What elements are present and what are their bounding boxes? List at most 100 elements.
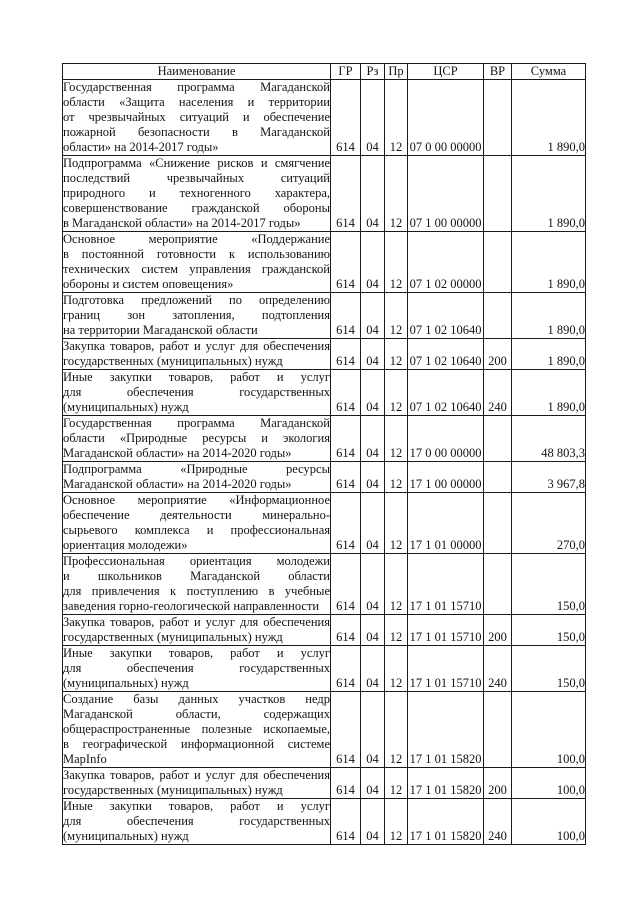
- cell-csr: 07 0 00 00000: [407, 79, 484, 156]
- cell-rz: 04: [360, 338, 385, 370]
- cell-vr: 200: [483, 338, 512, 370]
- cell-csr: 17 1 01 15710: [407, 553, 484, 615]
- cell-csr: 07 1 02 10640: [407, 338, 484, 370]
- cell-gr: 614: [330, 415, 361, 462]
- name-line: сырьевого комплекса и профессиональная: [63, 523, 330, 537]
- cell-sum: 1 890,0: [511, 79, 586, 156]
- name-line: пожарной безопасности в Магаданской: [63, 125, 330, 139]
- name-line: технических систем управления гражданско…: [63, 262, 330, 276]
- cell-pr: 12: [384, 231, 408, 293]
- cell-name: Государственная программа Магаданской обл…: [62, 79, 331, 156]
- cell-pr: 12: [384, 614, 408, 646]
- cell-csr: 07 1 02 00000: [407, 231, 484, 293]
- name-line: государственных (муниципальных) нужд: [63, 354, 283, 368]
- name-line: области» на 2014-2017 годы»: [63, 140, 219, 154]
- name-line: в постоянной готовности к использованию: [63, 247, 330, 261]
- cell-pr: 12: [384, 155, 408, 232]
- cell-vr: [483, 691, 512, 768]
- name-line: Иные закупки товаров, работ и услуг: [63, 799, 330, 814]
- name-line: для обеспечения государственных: [63, 661, 330, 675]
- table-row: Закупка товаров, работ и услуг для обесп…: [62, 767, 586, 799]
- cell-gr: 614: [330, 155, 361, 232]
- cell-vr: 200: [483, 614, 512, 646]
- name-line: Иные закупки товаров, работ и услуг: [63, 370, 330, 385]
- cell-name: Подпрограмма «Природные ресурсы Магаданск…: [62, 461, 331, 493]
- cell-pr: 12: [384, 461, 408, 493]
- cell-vr: [483, 292, 512, 339]
- cell-sum: 100,0: [511, 798, 586, 845]
- name-line: Профессиональная ориентация молодежи: [63, 554, 330, 569]
- cell-vr: 240: [483, 645, 512, 692]
- cell-pr: 12: [384, 798, 408, 845]
- cell-sum: 1 890,0: [511, 231, 586, 293]
- cell-sum: 100,0: [511, 691, 586, 768]
- cell-vr: 240: [483, 798, 512, 845]
- name-line: Подпрограмма «Природные ресурсы: [63, 462, 330, 477]
- cell-gr: 614: [330, 553, 361, 615]
- table-row: Закупка товаров, работ и услуг для обесп…: [62, 338, 586, 370]
- name-line: государственных (муниципальных) нужд: [63, 783, 283, 797]
- name-line: области «Защита населения и территории: [63, 95, 330, 109]
- cell-csr: 07 1 02 10640: [407, 369, 484, 416]
- cell-rz: 04: [360, 691, 385, 768]
- cell-name: Закупка товаров, работ и услуг для обесп…: [62, 767, 331, 799]
- cell-rz: 04: [360, 767, 385, 799]
- name-line: Закупка товаров, работ и услуг для обесп…: [63, 768, 330, 783]
- cell-name: Закупка товаров, работ и услуг для обесп…: [62, 614, 331, 646]
- name-line: Иные закупки товаров, работ и услуг: [63, 646, 330, 661]
- cell-sum: 1 890,0: [511, 369, 586, 416]
- cell-rz: 04: [360, 553, 385, 615]
- cell-csr: 17 1 01 15820: [407, 691, 484, 768]
- cell-gr: 614: [330, 691, 361, 768]
- cell-rz: 04: [360, 461, 385, 493]
- cell-csr: 17 1 01 00000: [407, 492, 484, 554]
- cell-sum: 48 803,3: [511, 415, 586, 462]
- cell-gr: 614: [330, 645, 361, 692]
- name-line: заведения горно-геологической направленн…: [63, 599, 320, 613]
- name-line: Магаданской области, содержащих: [63, 707, 330, 721]
- name-line: на территории Магаданской области: [63, 323, 258, 337]
- header-gr: ГР: [330, 63, 361, 80]
- table-body: Государственная программа Магаданской обл…: [62, 79, 586, 845]
- cell-sum: 100,0: [511, 767, 586, 799]
- cell-csr: 17 1 00 00000: [407, 461, 484, 493]
- cell-gr: 614: [330, 338, 361, 370]
- name-line: совершенствование гражданской обороны: [63, 201, 330, 215]
- cell-sum: 150,0: [511, 645, 586, 692]
- cell-pr: 12: [384, 492, 408, 554]
- table-row: Профессиональная ориентация молодежи и шк…: [62, 553, 586, 615]
- cell-name: Создание базы данных участков недр Магада…: [62, 691, 331, 768]
- header-rz: Рз: [360, 63, 385, 80]
- cell-sum: 1 890,0: [511, 292, 586, 339]
- table-row: Государственная программа Магаданской обл…: [62, 415, 586, 462]
- cell-vr: 200: [483, 767, 512, 799]
- name-line: Основное мероприятие «Поддержание: [63, 232, 330, 247]
- cell-rz: 04: [360, 231, 385, 293]
- cell-vr: 240: [483, 369, 512, 416]
- name-line: (муниципальных) нужд: [63, 676, 189, 690]
- cell-gr: 614: [330, 461, 361, 493]
- table-row: Основное мероприятие «Информационное обес…: [62, 492, 586, 554]
- cell-gr: 614: [330, 79, 361, 156]
- cell-rz: 04: [360, 645, 385, 692]
- cell-pr: 12: [384, 645, 408, 692]
- cell-sum: 270,0: [511, 492, 586, 554]
- name-line: для обеспечения государственных: [63, 814, 330, 828]
- cell-name: Подготовка предложений по определению гра…: [62, 292, 331, 339]
- cell-rz: 04: [360, 798, 385, 845]
- cell-sum: 1 890,0: [511, 338, 586, 370]
- name-line: государственных (муниципальных) нужд: [63, 630, 283, 644]
- name-line: (муниципальных) нужд: [63, 829, 189, 843]
- cell-pr: 12: [384, 338, 408, 370]
- cell-name: Закупка товаров, работ и услуг для обесп…: [62, 338, 331, 370]
- cell-vr: [483, 155, 512, 232]
- table-row: Основное мероприятие «Поддержание в посто…: [62, 231, 586, 293]
- table-row: Государственная программа Магаданской обл…: [62, 79, 586, 156]
- table-row: Закупка товаров, работ и услуг для обесп…: [62, 614, 586, 646]
- table-row: Иные закупки товаров, работ и услуг для о…: [62, 645, 586, 692]
- cell-name: Иные закупки товаров, работ и услуг для о…: [62, 798, 331, 845]
- header-row: Наименование ГР Рз Пр ЦСР ВР Сумма: [62, 63, 586, 80]
- cell-rz: 04: [360, 614, 385, 646]
- table-row: Подпрограмма «Природные ресурсы Магаданск…: [62, 461, 586, 493]
- name-line: Подготовка предложений по определению: [63, 293, 330, 308]
